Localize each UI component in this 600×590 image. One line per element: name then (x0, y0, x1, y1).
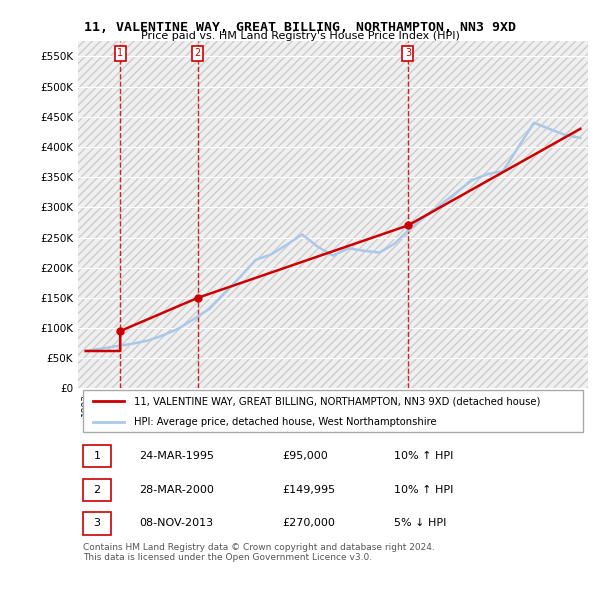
Text: £149,995: £149,995 (282, 485, 335, 494)
Text: £270,000: £270,000 (282, 518, 335, 528)
Text: 1: 1 (117, 48, 123, 58)
Text: Contains HM Land Registry data © Crown copyright and database right 2024.
This d: Contains HM Land Registry data © Crown c… (83, 543, 435, 562)
Text: 3: 3 (94, 518, 100, 528)
Text: 2: 2 (94, 485, 100, 494)
Text: 11, VALENTINE WAY, GREAT BILLING, NORTHAMPTON, NN3 9XD (detached house): 11, VALENTINE WAY, GREAT BILLING, NORTHA… (134, 396, 541, 407)
Text: Price paid vs. HM Land Registry's House Price Index (HPI): Price paid vs. HM Land Registry's House … (140, 31, 460, 41)
Text: 11, VALENTINE WAY, GREAT BILLING, NORTHAMPTON, NN3 9XD: 11, VALENTINE WAY, GREAT BILLING, NORTHA… (84, 21, 516, 34)
Text: 08-NOV-2013: 08-NOV-2013 (139, 518, 214, 528)
FancyBboxPatch shape (83, 445, 111, 467)
Text: 10% ↑ HPI: 10% ↑ HPI (394, 485, 454, 494)
Text: 1: 1 (94, 451, 100, 461)
Text: HPI: Average price, detached house, West Northamptonshire: HPI: Average price, detached house, West… (134, 417, 437, 427)
Text: £95,000: £95,000 (282, 451, 328, 461)
Text: 28-MAR-2000: 28-MAR-2000 (139, 485, 214, 494)
FancyBboxPatch shape (83, 390, 583, 432)
Text: 10% ↑ HPI: 10% ↑ HPI (394, 451, 454, 461)
Text: 3: 3 (405, 48, 411, 58)
FancyBboxPatch shape (83, 478, 111, 501)
Text: 5% ↓ HPI: 5% ↓ HPI (394, 518, 446, 528)
FancyBboxPatch shape (83, 512, 111, 535)
Text: 2: 2 (194, 48, 201, 58)
Text: 24-MAR-1995: 24-MAR-1995 (139, 451, 214, 461)
